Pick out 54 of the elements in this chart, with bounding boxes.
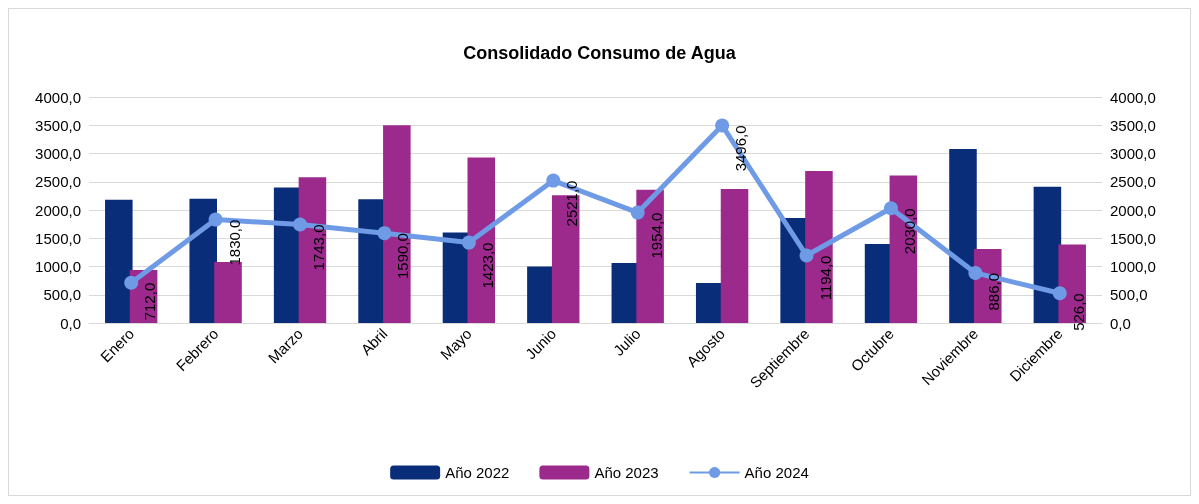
y2-tick-label: 3500,0 <box>1110 116 1156 134</box>
y-tick-label: 3500,0 <box>35 116 81 134</box>
point <box>799 248 814 263</box>
legend-label: Año 2024 <box>744 464 809 481</box>
y-tick-label: 4000,0 <box>35 88 81 106</box>
y2-tick-label: 2500,0 <box>1110 173 1156 191</box>
bar <box>383 125 411 323</box>
y2-tick-label: 3000,0 <box>1110 145 1156 162</box>
bar <box>720 189 749 323</box>
data-label: 886,0 <box>985 272 1003 311</box>
data-label: 1590,0 <box>394 233 412 280</box>
point <box>1052 286 1067 301</box>
y-tick-label: 500,0 <box>43 286 81 304</box>
y-tick-label: 0,0 <box>60 314 81 332</box>
y-tick-label: 2500,0 <box>35 173 81 191</box>
point <box>968 265 983 280</box>
point <box>546 173 561 188</box>
y-tick-label: 2000,0 <box>35 201 81 219</box>
point <box>377 226 392 241</box>
y2-tick-label: 0,0 <box>1110 314 1131 332</box>
legend-label: Año 2022 <box>445 464 510 481</box>
x-tick-label: Julio <box>609 324 644 359</box>
data-label: 1830,0 <box>225 219 243 266</box>
bar <box>467 157 496 323</box>
point <box>883 201 898 216</box>
point <box>715 118 730 133</box>
point <box>293 217 308 232</box>
point <box>630 205 645 220</box>
data-label: 1194,0 <box>816 255 834 301</box>
y2-tick-label: 500,0 <box>1110 286 1148 304</box>
y-tick-label: 1000,0 <box>35 258 81 275</box>
y2-tick-label: 1500,0 <box>1110 229 1156 247</box>
bar <box>949 148 977 323</box>
y2-tick-label: 2000,0 <box>1110 201 1156 219</box>
bar <box>864 243 893 323</box>
legend-label: Año 2023 <box>594 464 659 481</box>
bar <box>805 171 833 323</box>
y-tick-label: 1500,0 <box>35 229 81 247</box>
data-label: 2521,0 <box>563 180 581 227</box>
data-label: 1954,0 <box>647 212 665 259</box>
data-label: 1423,0 <box>478 242 496 289</box>
point <box>124 275 139 290</box>
point <box>208 212 223 227</box>
y2-tick-label: 1000,0 <box>1110 258 1156 275</box>
y2-tick-label: 4000,0 <box>1110 88 1156 106</box>
data-label: 712,0 <box>141 282 159 321</box>
chart-title: Consolidado Consumo de Agua <box>463 43 737 63</box>
data-label: 526,0 <box>1069 293 1087 331</box>
data-label: 1743,0 <box>310 224 328 271</box>
data-label: 2030,0 <box>900 208 918 255</box>
bar <box>105 199 133 323</box>
point <box>461 235 476 250</box>
y-tick-label: 3000,0 <box>35 145 81 162</box>
data-label: 3496,0 <box>732 125 750 172</box>
